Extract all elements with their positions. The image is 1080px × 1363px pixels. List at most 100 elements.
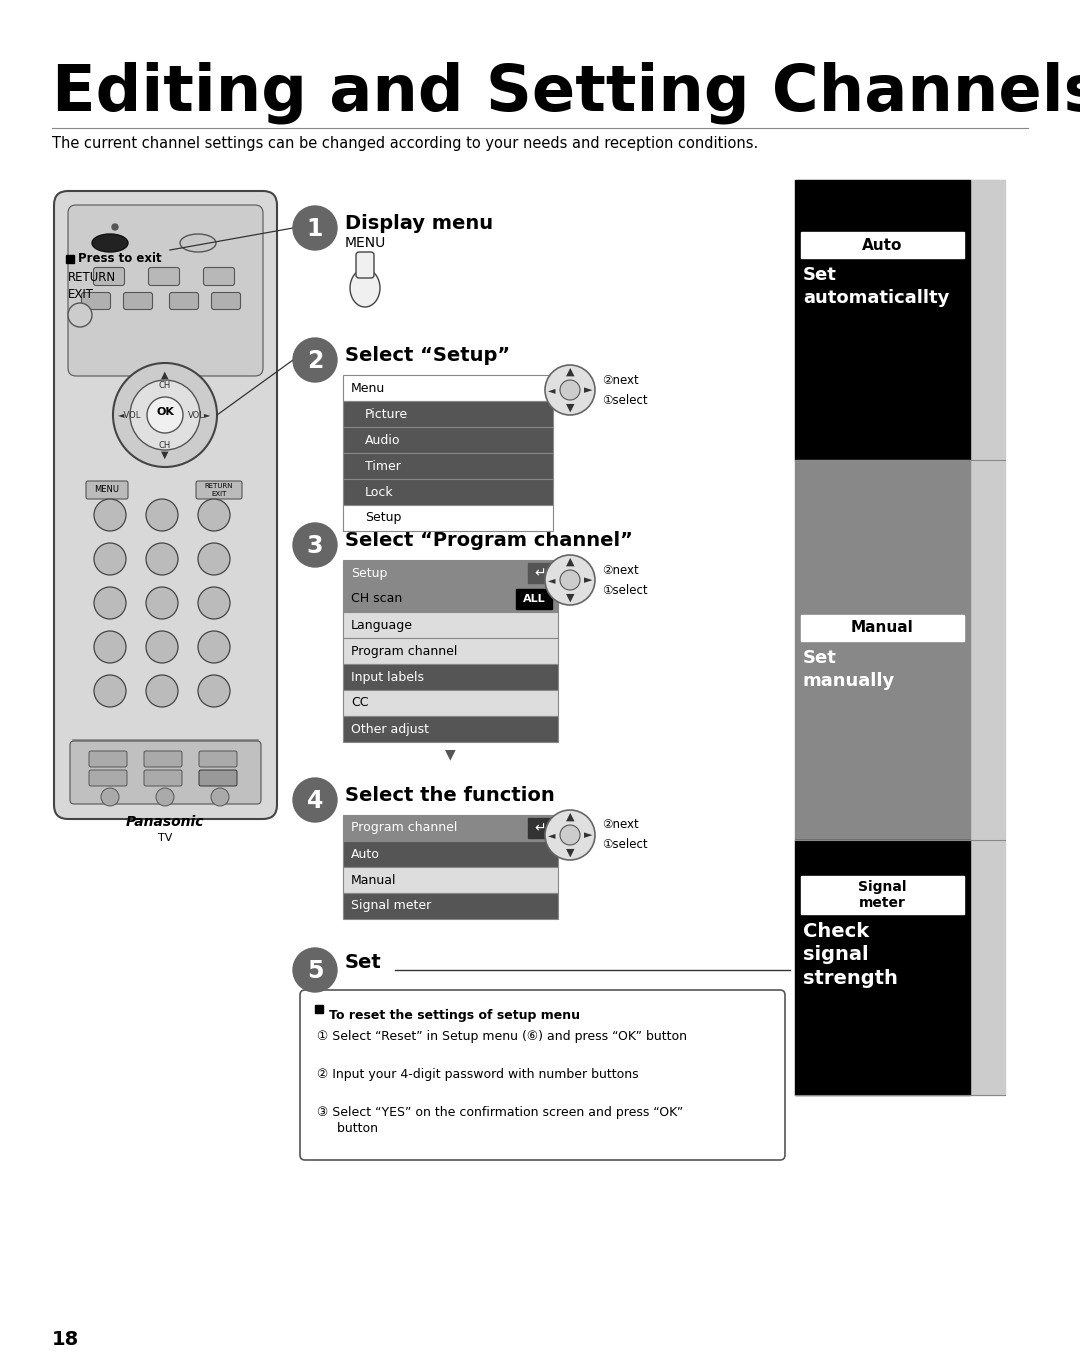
Text: 5: 5 [307,960,323,983]
Text: Picture: Picture [365,408,408,421]
Text: ②next: ②next [602,819,638,831]
Bar [343,716,558,741]
Text: Menu: Menu [351,382,386,394]
Circle shape [113,363,217,468]
Circle shape [293,523,337,567]
Text: ①select: ①select [602,394,648,406]
Text: Timer: Timer [365,459,401,473]
Circle shape [94,499,126,532]
Text: 3: 3 [307,534,323,557]
Text: Select “Setup”: Select “Setup” [345,346,510,365]
Bar [801,232,964,258]
Text: 2: 2 [307,349,323,373]
Text: Set
manually: Set manually [804,649,895,690]
Circle shape [293,338,337,382]
Text: VOL►: VOL► [188,410,212,420]
Circle shape [545,555,595,605]
FancyBboxPatch shape [149,267,179,285]
Text: RETURN
EXIT: RETURN EXIT [68,271,117,301]
Text: Display menu: Display menu [345,214,494,233]
Text: ①select: ①select [602,583,648,597]
Text: Panasonic: Panasonic [125,815,204,829]
Text: 1: 1 [307,217,323,241]
Circle shape [545,810,595,860]
Text: To reset the settings of setup menu: To reset the settings of setup menu [329,1009,580,1022]
Bar [343,867,558,893]
Text: Setup: Setup [365,511,402,525]
Text: RETURN
EXIT: RETURN EXIT [205,484,233,496]
FancyBboxPatch shape [70,741,261,804]
Text: ↵: ↵ [535,566,545,581]
Text: Language: Language [351,619,413,631]
FancyBboxPatch shape [203,267,234,285]
Circle shape [198,631,230,662]
Circle shape [156,788,174,806]
Text: Check
signal
strength: Check signal strength [804,921,897,988]
FancyBboxPatch shape [195,481,242,499]
Circle shape [198,587,230,619]
Bar [343,453,553,478]
Circle shape [146,631,178,662]
Circle shape [94,675,126,707]
Text: ▼: ▼ [566,848,575,857]
Text: ①select: ①select [602,838,648,852]
Text: CH: CH [159,380,171,390]
Text: ►: ► [584,830,592,840]
Circle shape [112,224,118,230]
Text: ►: ► [584,575,592,585]
Circle shape [147,397,183,433]
Ellipse shape [92,234,129,252]
Text: Lock: Lock [365,485,393,499]
Bar [343,664,558,690]
Text: ◄VOL: ◄VOL [119,410,141,420]
Circle shape [102,788,119,806]
Bar [343,478,553,506]
Text: Set
automaticallty: Set automaticallty [804,266,949,307]
Bar [343,612,558,638]
Text: OK: OK [157,408,174,417]
Text: ③ Select “YES” on the confirmation screen and press “OK”
     button: ③ Select “YES” on the confirmation scree… [318,1105,684,1135]
Circle shape [293,778,337,822]
Bar [343,815,558,841]
Text: ◄: ◄ [549,384,556,395]
Text: Setup: Setup [351,567,388,579]
Circle shape [94,587,126,619]
Bar [528,818,552,838]
Bar [343,427,553,453]
Text: Program channel: Program channel [351,822,457,834]
Circle shape [146,587,178,619]
Bar [795,459,970,840]
FancyBboxPatch shape [89,751,127,767]
Circle shape [561,825,580,845]
Bar [343,506,553,532]
Text: ◄: ◄ [549,830,556,840]
Bar [528,563,552,583]
Bar [343,893,558,919]
Circle shape [94,631,126,662]
Text: Set: Set [345,953,381,972]
Text: ② Input your 4-digit password with number buttons: ② Input your 4-digit password with numbe… [318,1069,638,1081]
Text: ▼: ▼ [566,593,575,602]
Bar [315,1005,323,1013]
FancyBboxPatch shape [81,293,110,309]
Text: Auto: Auto [862,237,903,252]
Text: Press to exit: Press to exit [78,252,162,266]
Bar [795,840,970,1094]
FancyBboxPatch shape [212,293,241,309]
Circle shape [198,499,230,532]
Circle shape [293,206,337,249]
Text: The current channel settings can be changed according to your needs and receptio: The current channel settings can be chan… [52,136,758,151]
FancyBboxPatch shape [144,770,183,786]
Bar [66,255,75,263]
Text: MENU: MENU [95,485,120,495]
FancyBboxPatch shape [89,770,127,786]
FancyBboxPatch shape [356,252,374,278]
Text: TV: TV [158,833,172,842]
Bar [970,180,1005,1094]
Text: Signal meter: Signal meter [351,900,431,912]
Bar [343,638,558,664]
Text: ▲: ▲ [566,367,575,378]
Ellipse shape [350,269,380,307]
Bar [343,586,558,612]
Bar [343,690,558,716]
